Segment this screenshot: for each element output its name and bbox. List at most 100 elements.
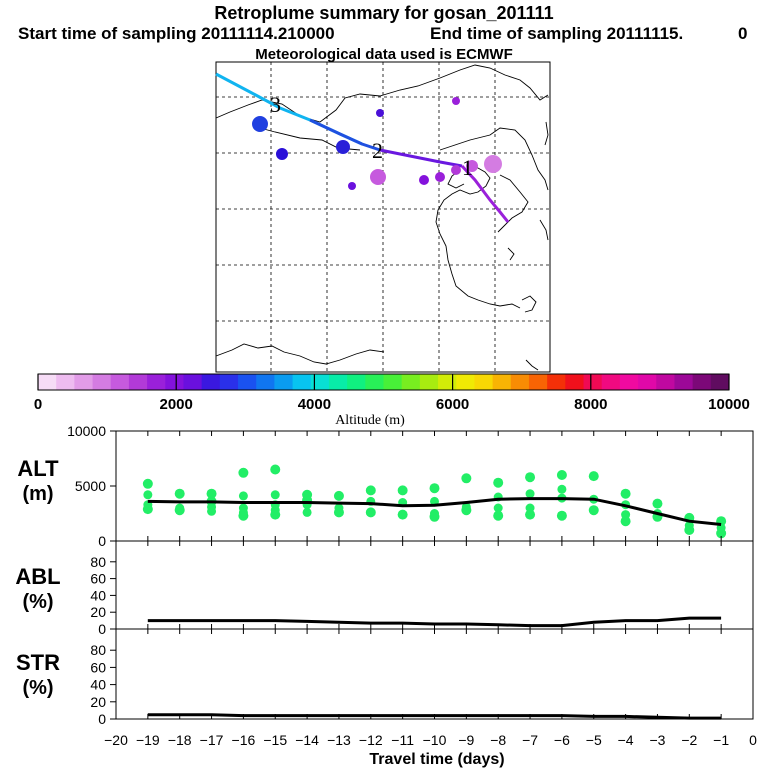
colorbar-cell (56, 374, 75, 390)
colorbar-cell (619, 374, 639, 390)
alt-ylabel-line1: ALT (17, 456, 59, 481)
alt-scatter-point (174, 488, 185, 499)
x-tick-label: −1 (713, 732, 729, 748)
y-tick-label: 80 (90, 554, 106, 570)
colorbar-cell (201, 374, 221, 390)
map-marker (466, 160, 478, 172)
alt-scatter-point (588, 471, 599, 482)
colorbar-cell (692, 374, 712, 390)
alt-scatter-point (429, 483, 440, 494)
x-tick-label: −18 (168, 732, 192, 748)
map-marker (419, 175, 429, 185)
trajectory-segment-4 (460, 164, 510, 223)
alt-scatter-point (207, 506, 217, 516)
x-tick-label: −9 (458, 732, 474, 748)
map-marker (376, 109, 384, 117)
alt-scatter-point (493, 477, 504, 488)
colorbar-xlabel: Altitude (m) (335, 413, 405, 428)
x-tick-label: −11 (391, 732, 414, 748)
alt-scatter-point (557, 484, 567, 494)
colorbar-cell (110, 374, 130, 390)
x-tick-label: −4 (618, 732, 634, 748)
y-tick-label: 0 (98, 621, 106, 637)
alt-ylabel-line2: (m) (22, 483, 53, 505)
alt-scatter-point (333, 507, 344, 518)
map-panel: 3 2 1 (215, 61, 551, 373)
colorbar-cell (674, 374, 694, 390)
colorbar-cell (347, 374, 366, 390)
colorbar-cell (128, 374, 148, 390)
colorbar-cell (601, 374, 621, 390)
alt-scatter-point (461, 473, 472, 484)
trajectory-segment-3 (379, 148, 463, 168)
y-tick-label: 0 (98, 533, 106, 549)
alt-scatter-point (716, 528, 727, 539)
x-tick-label: −8 (490, 732, 506, 748)
x-axis: Travel time (days) −20 −19 −18 −17 −16 −15 −14… (104, 431, 757, 768)
x-tick-label: −6 (554, 732, 570, 748)
map-markers (252, 97, 502, 190)
colorbar-cell (274, 374, 294, 390)
abl-ylabel-line2: (%) (22, 591, 53, 613)
alt-panel: ALT (m) 10000 5000 0 (17, 423, 754, 549)
colorbar-cell (510, 374, 530, 390)
colorbar-cell (256, 374, 275, 390)
trajectory-labels: 3 2 1 (270, 92, 473, 180)
str-frame (115, 628, 754, 720)
alt-scatter-point (270, 509, 281, 520)
alt-scatter-point (174, 505, 185, 516)
trajectory-label-1: 1 (462, 155, 473, 180)
alt-scatter-point (461, 505, 472, 516)
x-tick-label: −13 (327, 732, 351, 748)
y-tick-label: 5000 (75, 478, 106, 494)
colorbar-cell (365, 374, 384, 390)
alt-scatter-point (525, 472, 536, 483)
str-ylabel-line2: (%) (22, 677, 53, 699)
colorbar-tick-label: 10000 (708, 396, 750, 413)
alt-scatter-point (684, 525, 695, 535)
alt-scatter-point (142, 478, 153, 489)
colorbar-cell (656, 374, 675, 390)
colorbar-cell (165, 374, 184, 390)
alt-scatter-point (238, 467, 249, 478)
y-tick-label: 10000 (67, 423, 106, 439)
colorbar-cell (565, 374, 585, 390)
colorbar-cell (219, 374, 239, 390)
colorbar-cell (583, 374, 603, 390)
colorbar-tick-label: 8000 (574, 396, 607, 413)
alt-scatter-point (652, 498, 663, 509)
colorbar-cell (183, 374, 203, 390)
colorbar-tick-label: 0 (34, 396, 42, 413)
colorbar-cell (38, 374, 57, 390)
colorbar-cell (147, 374, 166, 390)
x-tick-label: −7 (522, 732, 538, 748)
met-data-label: Meteorological data used is ECMWF (255, 46, 513, 63)
x-tick-label: −15 (263, 732, 287, 748)
x-tick-label: −12 (359, 732, 383, 748)
alt-scatter-point (525, 509, 536, 520)
x-tick-label: −3 (649, 732, 665, 748)
alt-scatter-point (365, 485, 376, 496)
alt-scatter-point (365, 507, 376, 518)
alt-scatter-point (238, 510, 249, 521)
trajectory-label-3: 3 (270, 92, 281, 117)
alt-scatter-point (143, 490, 153, 500)
colorbar-cell (710, 374, 730, 390)
colorbar-cell (383, 374, 403, 390)
alt-scatter-point (620, 516, 631, 527)
x-tick-label: −19 (136, 732, 160, 748)
map-grid (216, 62, 550, 372)
alt-scatter-point (397, 485, 408, 496)
alt-scatter-point (302, 507, 312, 517)
alt-scatter-point (270, 464, 281, 475)
alt-scatter-point (238, 491, 248, 501)
abl-ylabel-line1: ABL (15, 564, 60, 589)
map-marker (370, 169, 386, 185)
colorbar-tick-label: 6000 (436, 396, 469, 413)
end-time-suffix: 0 (738, 24, 748, 43)
map-marker (452, 97, 460, 105)
x-tick-label: −10 (423, 732, 447, 748)
